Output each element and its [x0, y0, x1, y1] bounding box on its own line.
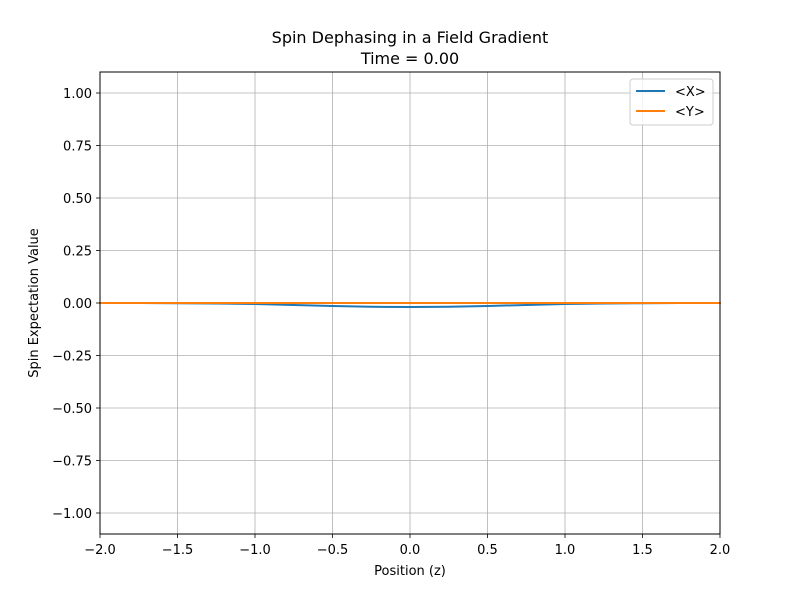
y-tick-label: 0.75	[63, 140, 92, 155]
y-tick-label: −0.25	[52, 350, 92, 365]
chart-subtitle: Time = 0.00	[360, 49, 459, 68]
y-tick-label: 0.00	[63, 297, 92, 312]
y-tick-label: 0.25	[63, 245, 92, 260]
x-axis-ticks: −2.0 −1.5 −1.0 −0.5 0.0 0.5 1.0 1.5 2.0	[84, 534, 730, 558]
x-tick-label: −2.0	[84, 543, 116, 558]
y-tick-label: 1.00	[63, 87, 92, 102]
y-tick-label: 0.50	[63, 192, 92, 207]
x-tick-label: 1.5	[632, 543, 653, 558]
y-tick-label: −1.00	[52, 507, 92, 522]
x-tick-label: 0.5	[477, 543, 498, 558]
x-axis-label: Position (z)	[374, 564, 446, 579]
x-tick-label: −1.5	[162, 543, 194, 558]
chart-title: Spin Dephasing in a Field Gradient	[272, 28, 549, 47]
y-axis-label: Spin Expectation Value	[27, 228, 42, 378]
series-lines	[99, 302, 721, 308]
legend: <X> <Y>	[629, 78, 714, 126]
y-tick-label: −0.75	[52, 455, 92, 470]
x-tick-label: 0.0	[400, 543, 421, 558]
x-tick-label: −0.5	[317, 543, 349, 558]
legend-label-x: <X>	[675, 85, 706, 100]
x-tick-label: 1.0	[555, 543, 576, 558]
x-tick-label: −1.0	[239, 543, 271, 558]
y-axis-ticks: 1.00 0.75 0.50 0.25 0.00 −0.25 −0.50 −0.75 −1.00	[52, 87, 100, 522]
y-tick-label: −0.50	[52, 402, 92, 417]
legend-label-y: <Y>	[675, 105, 705, 120]
x-tick-label: 2.0	[710, 543, 731, 558]
